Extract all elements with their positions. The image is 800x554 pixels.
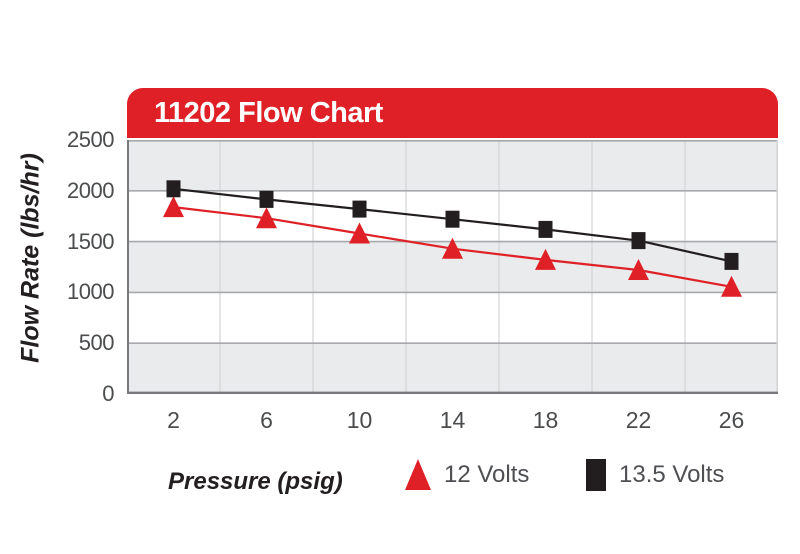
data-point-12-volts — [163, 196, 184, 218]
y-tick-label: 2500 — [67, 127, 114, 152]
chart-title-bar: 11202 Flow Chart — [127, 88, 778, 138]
x-tick-label: 10 — [346, 407, 373, 433]
data-point-13-5-volts — [445, 210, 460, 228]
x-axis-title: Pressure (psig) — [168, 468, 343, 495]
plot-band — [127, 343, 778, 394]
x-tick-label: 26 — [718, 407, 745, 433]
data-point-12-volts — [535, 248, 556, 270]
data-point-13-5-volts — [352, 200, 367, 218]
legend-item-12-volts: 12 Volts — [405, 459, 529, 490]
data-point-13-5-volts — [538, 220, 553, 238]
square-marker-icon — [586, 459, 606, 491]
data-point-12-volts — [721, 275, 742, 297]
legend-label-13-5-volts: 13.5 Volts — [619, 461, 725, 488]
y-tick-label: 1500 — [67, 228, 114, 254]
data-point-13-5-volts — [631, 232, 646, 250]
data-point-12-volts — [442, 237, 463, 259]
legend-label-12-volts: 12 Volts — [444, 460, 530, 488]
x-tick-label: 14 — [439, 407, 466, 433]
plot-svg — [127, 140, 778, 394]
legend-item-13-5-volts: 13.5 Volts — [586, 459, 724, 491]
y-tick-label: 2000 — [67, 177, 114, 203]
x-tick-label: 6 — [260, 407, 273, 433]
data-point-12-volts — [349, 222, 370, 244]
y-tick-label: 0 — [102, 381, 114, 406]
x-tick-label: 22 — [625, 407, 652, 433]
y-tick-label: 1000 — [67, 279, 114, 305]
data-point-13-5-volts — [259, 190, 274, 208]
x-tick-label: 18 — [532, 407, 559, 433]
data-point-12-volts — [628, 259, 649, 280]
data-point-13-5-volts — [166, 180, 181, 198]
data-point-12-volts — [256, 207, 277, 229]
x-tick-label: 2 — [167, 407, 180, 433]
chart-title: 11202 Flow Chart — [154, 96, 383, 129]
data-point-13-5-volts — [724, 252, 739, 270]
triangle-marker-icon — [405, 459, 431, 490]
plot-area — [127, 140, 778, 394]
y-tick-label: 500 — [78, 330, 115, 356]
plot-band — [127, 140, 778, 191]
